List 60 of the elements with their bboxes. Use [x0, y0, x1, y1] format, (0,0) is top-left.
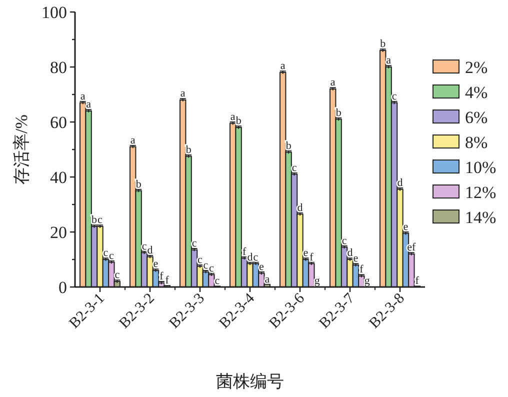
- y-tick-label: 20: [50, 223, 67, 242]
- data-label: e: [303, 247, 308, 260]
- y-tick-label: 0: [58, 278, 67, 297]
- data-label: c: [192, 238, 197, 250]
- legend-label: 14%: [465, 208, 496, 227]
- data-label: e: [353, 252, 358, 265]
- legend-label: 10%: [465, 158, 496, 177]
- data-label: a: [264, 273, 270, 286]
- data-label: f: [360, 264, 364, 276]
- data-label: a: [180, 88, 186, 100]
- data-label: c: [392, 90, 397, 102]
- data-label: a: [386, 54, 392, 67]
- data-label: c: [114, 269, 120, 282]
- data-label: c: [203, 260, 208, 272]
- data-label: d: [247, 251, 254, 264]
- data-label: c: [108, 250, 114, 262]
- data-label: f: [242, 246, 246, 258]
- y-tick-label: 80: [50, 58, 67, 77]
- data-label: f: [160, 270, 164, 282]
- data-label: d: [297, 202, 304, 214]
- data-label: c: [208, 262, 214, 274]
- data-label: d: [347, 247, 354, 260]
- data-label: c: [342, 234, 347, 247]
- legend-label: 4%: [465, 83, 488, 102]
- data-label: d: [397, 177, 404, 189]
- y-tick-label: 40: [50, 168, 67, 187]
- data-label: a: [230, 111, 236, 123]
- data-label: c: [142, 240, 147, 252]
- data-label: f: [310, 251, 314, 264]
- data-label: b: [336, 106, 342, 119]
- data-label: b: [380, 38, 386, 50]
- data-label: b: [136, 178, 142, 190]
- legend-label: 6%: [465, 108, 488, 127]
- data-label: b: [286, 140, 292, 152]
- data-label: c: [103, 247, 108, 260]
- data-label: e: [153, 258, 158, 270]
- data-label: a: [86, 98, 92, 111]
- y-tick-label: 100: [42, 3, 67, 22]
- data-label: a: [280, 60, 286, 72]
- data-label: c: [214, 275, 220, 288]
- data-label: a: [330, 76, 336, 89]
- data-label: e: [258, 260, 264, 273]
- data-label: c: [98, 214, 103, 226]
- data-label: f: [165, 274, 170, 287]
- data-label: d: [147, 244, 154, 256]
- data-label: c: [292, 162, 297, 174]
- legend-label: 8%: [465, 133, 488, 152]
- data-label: c: [198, 254, 203, 266]
- data-label: b: [236, 115, 242, 128]
- y-axis-title: 存活率/%: [12, 114, 31, 184]
- data-label: b: [186, 144, 192, 156]
- data-label: a: [130, 134, 136, 146]
- legend-label: 2%: [465, 58, 488, 77]
- y-tick-label: 60: [50, 113, 67, 132]
- x-axis-title: 菌株编号: [216, 372, 284, 391]
- data-label: e: [403, 221, 408, 233]
- data-label: f: [415, 275, 420, 288]
- data-label: a: [80, 90, 86, 102]
- legend-label: 12%: [465, 183, 496, 202]
- data-label: c: [253, 251, 258, 264]
